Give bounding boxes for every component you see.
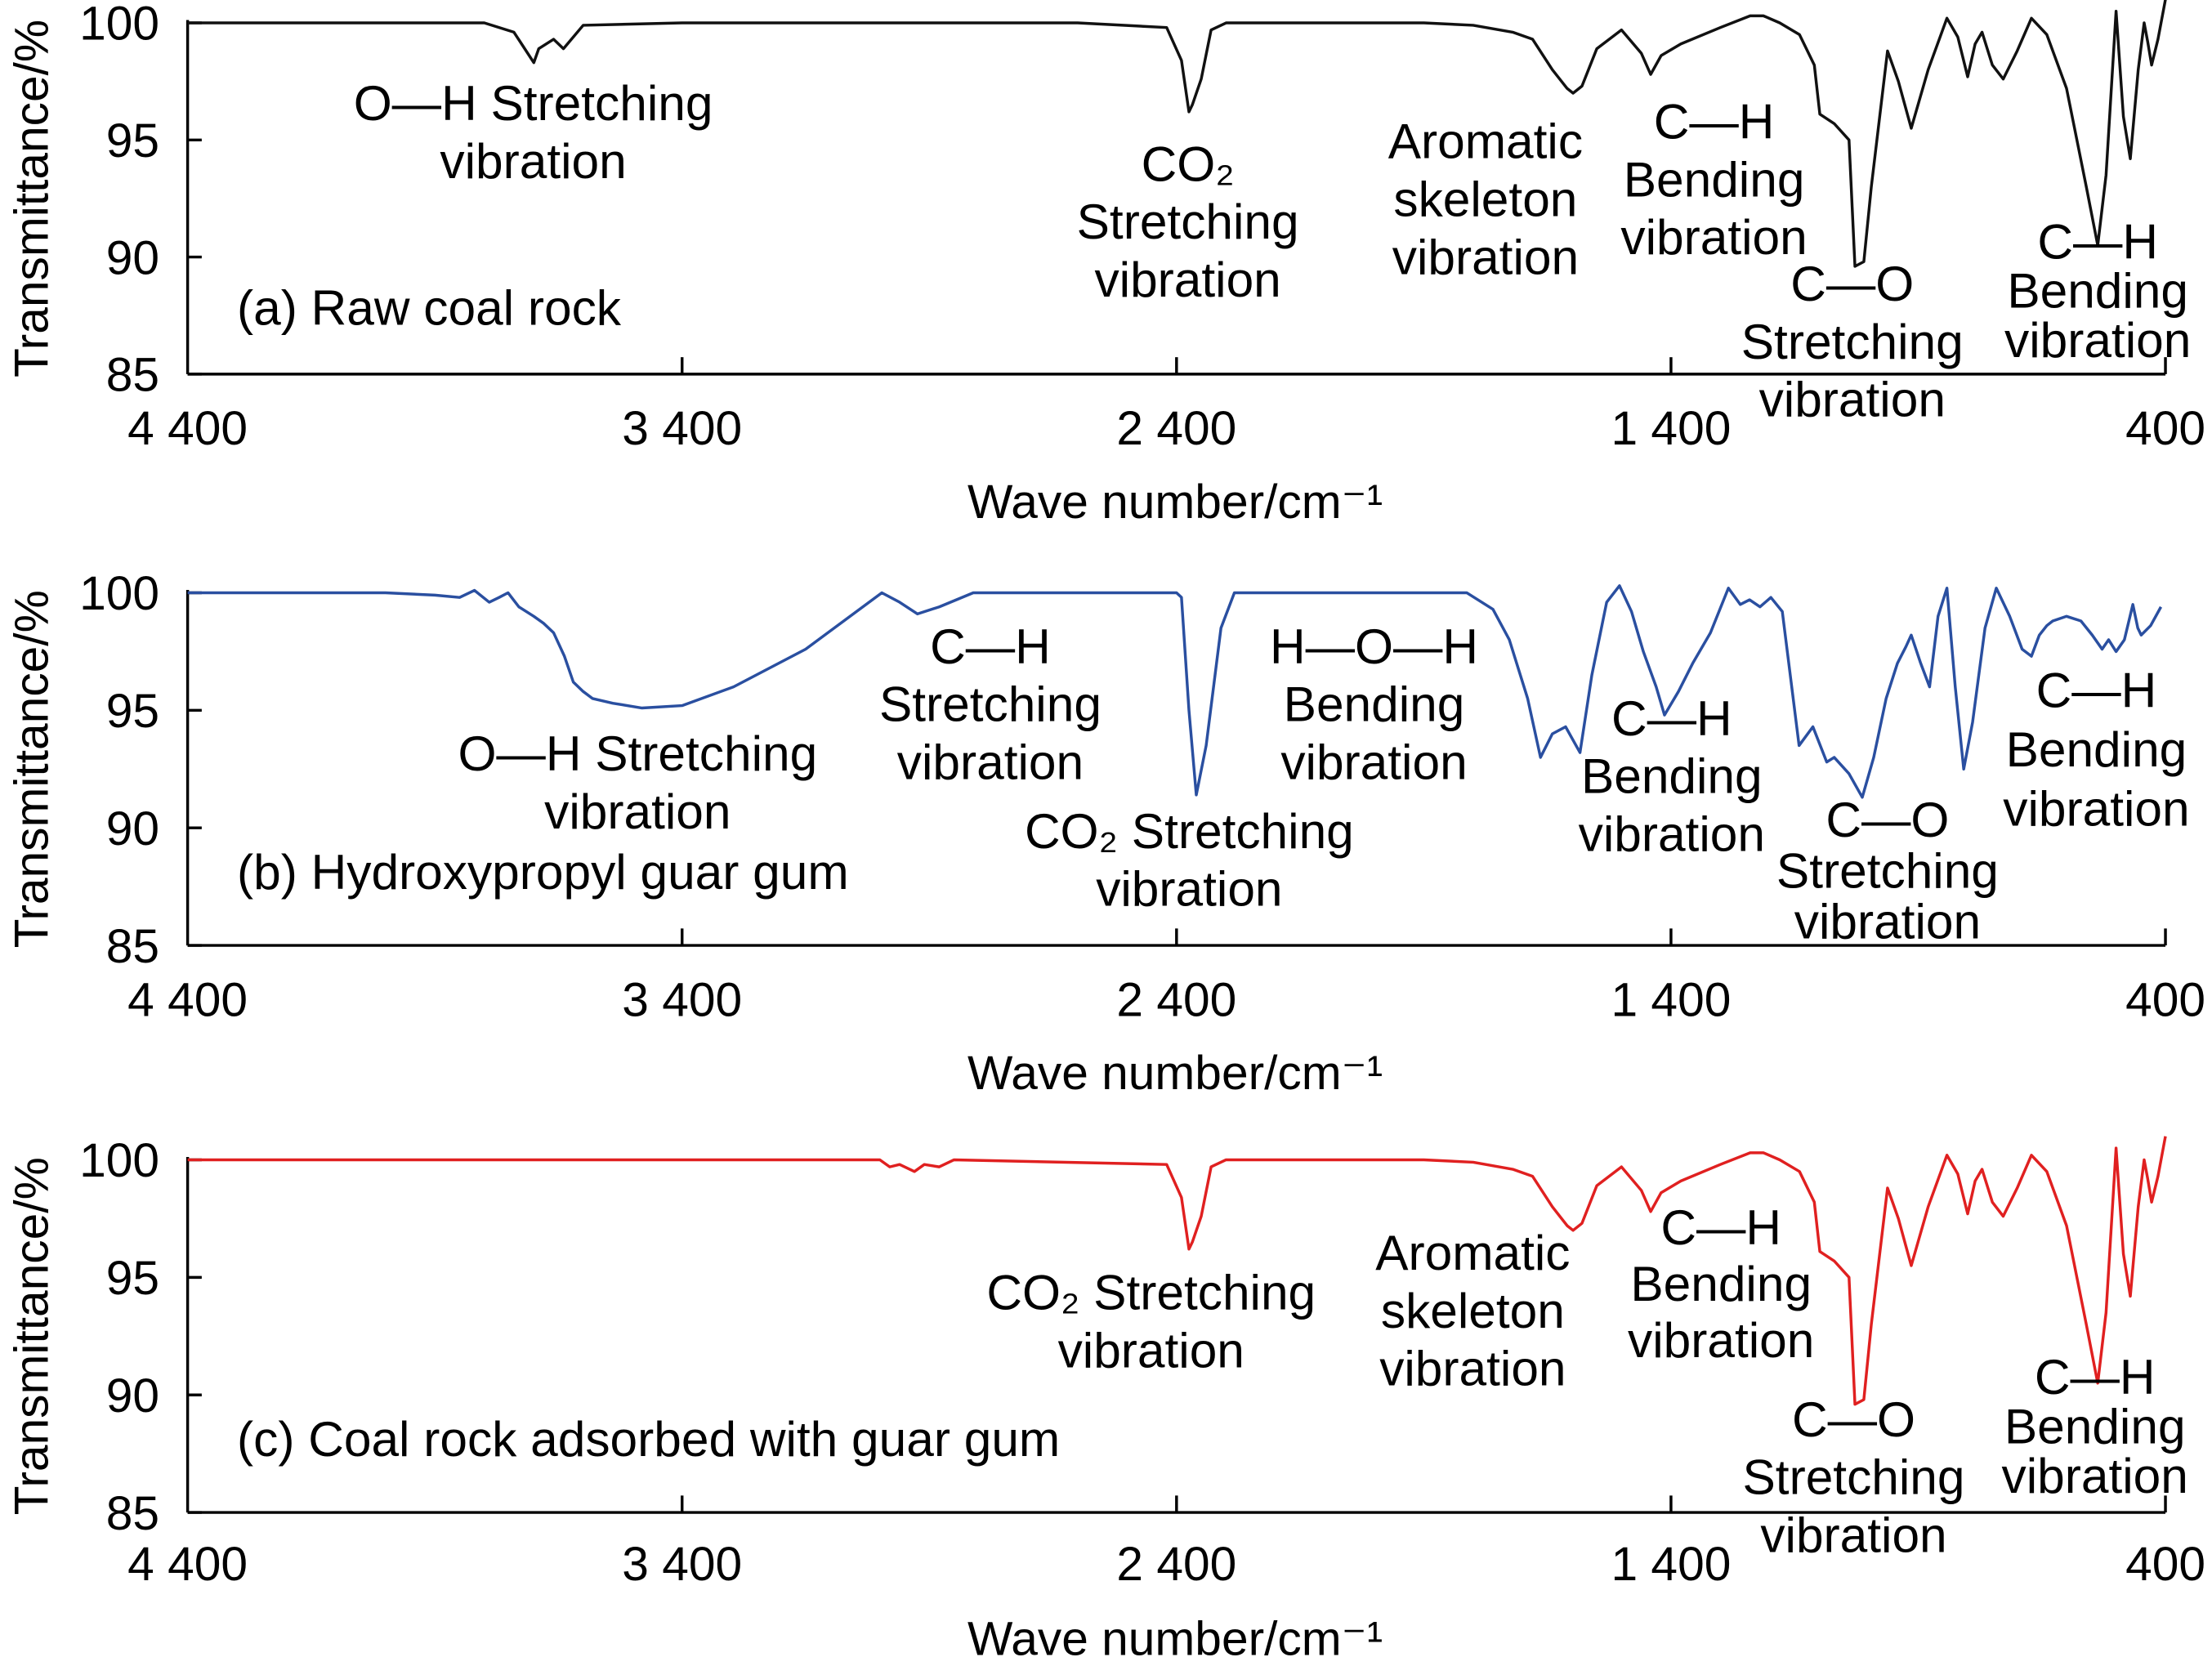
x-tick-label: 2 400 — [1116, 402, 1236, 455]
peak-annotation: Bending — [1284, 677, 1465, 732]
peak-annotation: C—H — [1654, 94, 1775, 150]
panel-title: (b) Hydroxypropyl guar gum — [237, 844, 849, 900]
x-tick-label: 3 400 — [622, 973, 742, 1026]
peak-annotation: vibration — [1794, 893, 1981, 949]
x-tick-label: 4 400 — [127, 402, 248, 455]
x-tick-label: 400 — [2125, 973, 2205, 1026]
peak-annotation: Bending — [1581, 748, 1763, 804]
peak-annotation: vibration — [1759, 372, 1946, 427]
peak-annotation: Aromatic — [1388, 114, 1583, 169]
peak-annotation: Bending — [2007, 263, 2188, 319]
peak-annotation: skeleton — [1393, 172, 1577, 227]
peak-annotation: vibration — [1392, 229, 1579, 284]
peak-annotation: vibration — [897, 734, 1084, 789]
x-axis-label: Wave number/cm⁻¹ — [967, 476, 1383, 529]
peak-annotation: CO₂ Stretching — [986, 1264, 1316, 1320]
peak-annotation: Bending — [2006, 721, 2187, 777]
peak-annotation: Stretching — [1776, 842, 1999, 898]
y-tick-label: 85 — [106, 920, 159, 973]
spectrum-line — [187, 584, 2163, 799]
y-tick-label: 90 — [106, 802, 159, 855]
x-tick-label: 3 400 — [622, 1538, 742, 1591]
x-tick-label: 4 400 — [127, 1538, 248, 1591]
x-tick-label: 1 400 — [1611, 1538, 1731, 1591]
peak-annotation: Stretching — [1077, 194, 1299, 249]
peak-annotation: C—O — [1792, 1391, 1915, 1447]
peak-annotation: vibration — [1579, 806, 1765, 861]
peak-annotation: Stretching — [879, 677, 1102, 732]
panel-b: 100 95 90 854 400 3 400 2 400 1 400 400 Wave num… — [6, 567, 2205, 1100]
y-tick-label: 90 — [106, 1369, 159, 1423]
peak-annotation: Stretching — [1741, 314, 1964, 369]
x-axis-label: Wave number/cm⁻¹ — [967, 1047, 1383, 1100]
peak-annotation: vibration — [1379, 1341, 1566, 1396]
peak-annotation: vibration — [1280, 734, 1467, 789]
peak-annotation: O—H Stretching — [458, 726, 817, 781]
peak-annotation: H—O—H — [1270, 619, 1478, 674]
x-tick-label: 4 400 — [127, 973, 248, 1026]
spectrum-line — [187, 1136, 2167, 1406]
peak-annotation: C—H — [2036, 662, 2157, 717]
peak-annotation: vibration — [544, 784, 731, 839]
peak-annotation: vibration — [2003, 780, 2189, 836]
peak-annotation: Aromatic — [1375, 1225, 1570, 1280]
x-tick-label: 400 — [2125, 1538, 2205, 1591]
peak-annotation: vibration — [1628, 1312, 1814, 1368]
peak-annotation: Bending — [1630, 1256, 1812, 1311]
peak-annotation: C—H — [2035, 1349, 2156, 1405]
y-tick-label: 100 — [79, 0, 159, 51]
peak-annotation: C—O — [1790, 256, 1914, 311]
spectrum-line — [187, 0, 2167, 268]
y-tick-label: 90 — [106, 231, 159, 284]
peak-annotation: C—H — [2037, 213, 2158, 269]
y-tick-label: 95 — [106, 685, 159, 738]
x-tick-label: 1 400 — [1611, 973, 1731, 1026]
peak-annotation: Bending — [2004, 1398, 2186, 1454]
peak-annotation: CO₂ — [1142, 136, 1235, 191]
x-axis-label: Wave number/cm⁻¹ — [967, 1612, 1383, 1665]
peak-annotation: skeleton — [1381, 1283, 1565, 1338]
peak-annotation: vibration — [1058, 1322, 1245, 1378]
y-tick-label: 85 — [106, 349, 159, 402]
y-axis-label: Transmittance/% — [6, 590, 59, 948]
x-tick-label: 400 — [2125, 402, 2205, 455]
peak-annotation: vibration — [440, 133, 626, 189]
x-tick-label: 1 400 — [1611, 402, 1731, 455]
y-axis-label: Transmittance/% — [6, 20, 59, 377]
peak-annotation: vibration — [1620, 209, 1807, 265]
peak-annotation: vibration — [2002, 1448, 2188, 1503]
peak-annotation: vibration — [1094, 252, 1280, 307]
peak-annotation: O—H Stretching — [354, 75, 713, 131]
y-tick-label: 85 — [106, 1487, 159, 1540]
x-tick-label: 2 400 — [1116, 1538, 1236, 1591]
peak-annotation: C—H — [930, 619, 1051, 674]
peak-annotation: C—H — [1611, 690, 1732, 746]
panel-a: 100 95 90 854 400 3 400 2 400 1 400 400 Wave num… — [6, 0, 2205, 529]
y-axis-label: Transmittance/% — [6, 1157, 59, 1515]
panel-c: 100 95 90 854 400 3 400 2 400 1 400 400 Wave num… — [6, 1134, 2205, 1665]
peak-annotation: Stretching — [1743, 1449, 1965, 1505]
peak-annotation: vibration — [2004, 312, 2191, 368]
panel-title: (c) Coal rock adsorbed with guar gum — [237, 1411, 1060, 1467]
x-tick-label: 2 400 — [1116, 973, 1236, 1026]
panel-title: (a) Raw coal rock — [237, 279, 622, 335]
y-tick-label: 95 — [106, 1252, 159, 1305]
peak-annotation: C—H — [1660, 1199, 1781, 1255]
x-tick-label: 3 400 — [622, 402, 742, 455]
peak-annotation: vibration — [1760, 1507, 1946, 1562]
peak-annotation: Bending — [1624, 151, 1805, 207]
y-tick-label: 100 — [79, 1134, 159, 1187]
peak-annotation: C—O — [1825, 792, 1949, 847]
y-tick-label: 100 — [79, 567, 159, 620]
peak-annotation: CO₂ Stretching — [1025, 803, 1354, 859]
y-tick-label: 95 — [106, 114, 159, 168]
peak-annotation: vibration — [1096, 861, 1282, 917]
